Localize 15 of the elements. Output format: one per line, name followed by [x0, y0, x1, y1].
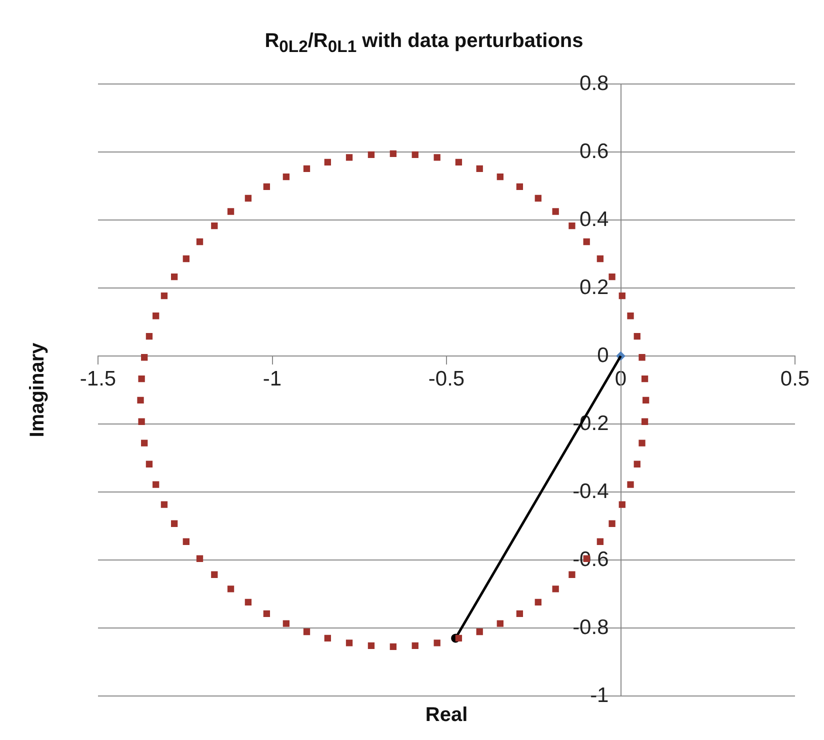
y-tick-label: -0.8 [572, 616, 609, 639]
chart-title: R$_{0L2}$/R$_{0L1}$ with data perturbations [264, 30, 584, 57]
x-tick-label: -1.5 [80, 367, 116, 390]
x-tick-label: -1 [262, 367, 282, 390]
y-tick-label: 0.8 [580, 72, 609, 95]
y-tick-label: 0.6 [580, 140, 609, 163]
y-tick-label: 0.2 [580, 276, 609, 299]
y-axis-title: Imaginary [26, 342, 50, 438]
y-tick-label: -0.4 [572, 480, 610, 503]
x-axis-title: Real [425, 704, 468, 726]
x-tick-label: 0.5 [780, 367, 810, 390]
x-tick-label: -0.5 [428, 367, 465, 390]
y-tick-label: 0 [597, 344, 609, 367]
y-tick-label: -1 [590, 684, 609, 707]
y-tick-label: 0.4 [580, 208, 610, 231]
